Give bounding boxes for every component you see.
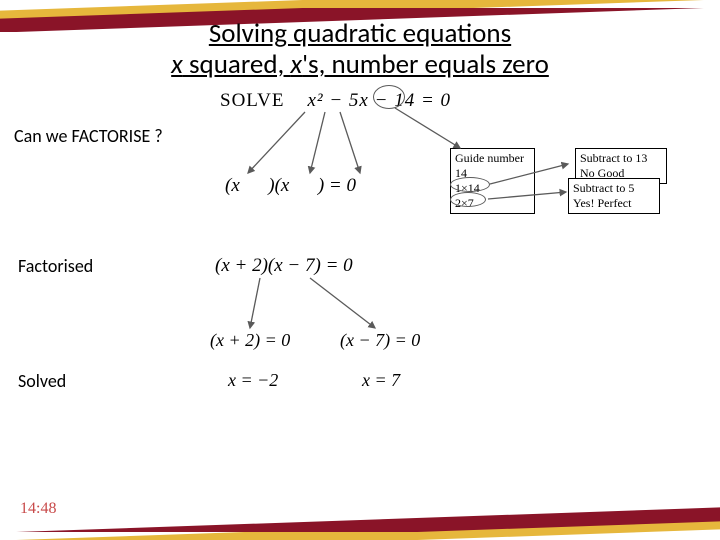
label-factorise-q: Can we FACTORISE ? (14, 125, 163, 147)
factorised-eq: (x + 2)(x − 7) = 0 (215, 255, 353, 277)
bracket-eq-1: (x + 2) = 0 (210, 330, 290, 351)
bracket-eq-2: (x − 7) = 0 (340, 330, 420, 351)
title-line-1: Solving quadratic equations (0, 18, 720, 49)
side-box-2: Subtract to 5 Yes! Perfect (568, 178, 660, 214)
title-line-2: x squared, x's, number equals zero (0, 49, 720, 80)
bottom-stripe-maroon (0, 502, 720, 532)
label-solved: Solved (18, 370, 66, 392)
solution-2: x = 7 (362, 370, 400, 391)
solution-1: x = −2 (228, 370, 278, 391)
guide-number-oval (373, 85, 405, 109)
title-block: Solving quadratic equations x squared, x… (0, 18, 720, 80)
oval-2x7 (450, 192, 486, 207)
guide-line-1: Guide number (455, 151, 530, 166)
oval-1x14 (450, 177, 490, 192)
slide-time: 14:48 (20, 500, 56, 518)
factor-template: (x )(x ) = 0 (225, 175, 356, 197)
solve-line: SOLVE x² − 5x − 14 = 0 (220, 90, 451, 112)
label-factorised: Factorised (18, 255, 93, 277)
